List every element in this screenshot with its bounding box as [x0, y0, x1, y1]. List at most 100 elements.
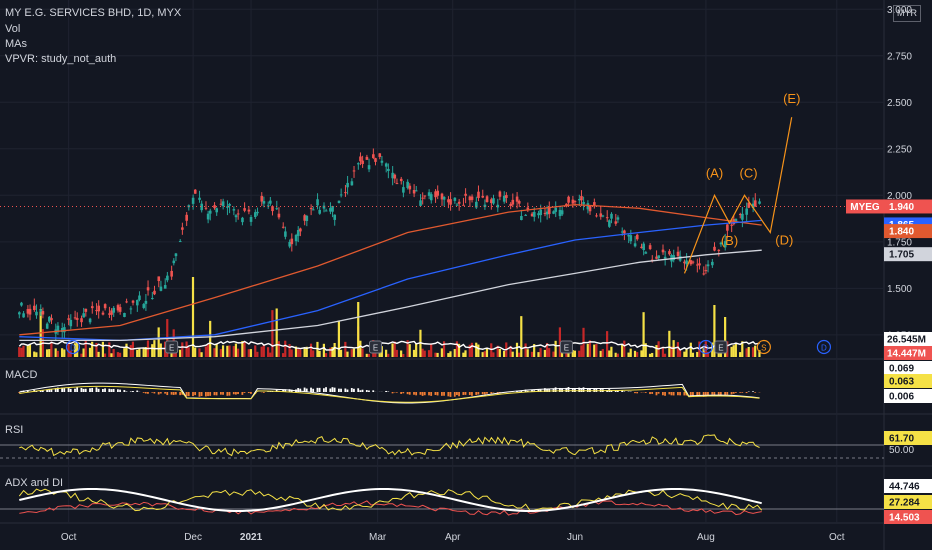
price-tag-symbol-bg	[846, 199, 884, 214]
volume-bar	[498, 349, 501, 357]
y-tick-label: 1.750	[887, 237, 912, 248]
y-tick-label: 2.000	[887, 191, 912, 202]
macd-histogram-bar	[447, 392, 450, 397]
macd-histogram-bar	[543, 388, 546, 392]
event-marker-label: D	[703, 344, 709, 353]
volume-bar	[447, 353, 450, 357]
candle-body	[599, 213, 603, 217]
legend-mas[interactable]: MAs	[5, 38, 27, 50]
volume-bar	[462, 352, 465, 357]
volume-bar	[395, 349, 398, 357]
macd-histogram-bar	[322, 388, 325, 392]
macd-histogram-bar	[436, 392, 439, 396]
macd-histogram-bar	[282, 389, 285, 392]
currency-button[interactable]: MYR	[893, 5, 921, 22]
candle-body	[131, 300, 135, 303]
volume-bar	[288, 344, 291, 357]
volume-bar	[457, 343, 461, 357]
candle-body	[642, 243, 645, 251]
candle-body	[159, 286, 163, 291]
volume-bar	[470, 342, 474, 357]
candle-body	[447, 199, 450, 203]
macd-histogram-bar	[91, 387, 94, 392]
candle-body	[505, 195, 508, 198]
volume-bar	[219, 349, 222, 357]
volume-bar	[676, 342, 680, 357]
volume-bar	[243, 341, 246, 357]
macd-histogram-bar	[614, 390, 617, 392]
candle-body	[384, 163, 388, 167]
candle-body	[311, 209, 315, 211]
macd-histogram-bar	[561, 388, 563, 392]
macd-histogram-bar	[481, 392, 484, 395]
volume-bar	[629, 348, 632, 357]
event-marker-label: D	[70, 344, 76, 353]
macd-tag-bg	[884, 389, 932, 403]
volume-bar	[588, 340, 592, 357]
y-tick-label: 2.250	[887, 144, 912, 155]
y-tick-label: 2.750	[887, 51, 912, 62]
macd-histogram-bar	[752, 391, 754, 392]
volume-bar	[112, 349, 115, 357]
macd-histogram-bar	[559, 387, 561, 392]
macd-histogram-bar	[198, 392, 201, 397]
volume-bar	[640, 350, 643, 357]
volume-bar	[361, 348, 364, 357]
volume-bar	[331, 347, 334, 357]
volume-bar	[33, 351, 36, 357]
legend-vol[interactable]: Vol	[5, 23, 21, 35]
candle-body	[723, 241, 727, 248]
volume-bar	[46, 349, 49, 357]
candle-body	[543, 212, 547, 214]
macd-histogram-bar	[54, 388, 57, 392]
candle-body	[45, 323, 49, 329]
macd-histogram-bar	[711, 392, 714, 395]
candle-body	[623, 230, 626, 234]
macd-histogram-bar	[423, 392, 426, 396]
volume-bar	[346, 351, 349, 357]
volume-bar	[170, 351, 173, 357]
volume-bar	[554, 340, 557, 357]
candle-body	[595, 215, 598, 217]
volume-bar	[427, 350, 431, 357]
macd-histogram-bar	[144, 392, 147, 394]
volume-bar	[406, 340, 409, 357]
macd-histogram-bar	[142, 392, 145, 393]
candle-body	[350, 181, 354, 186]
macd-histogram-bar	[453, 392, 456, 397]
macd-histogram-bar	[333, 387, 336, 392]
candle-body	[608, 220, 611, 227]
macd-histogram-bar	[689, 392, 692, 397]
candle-body	[683, 261, 686, 264]
volume-bar	[747, 346, 750, 357]
volume-bar	[324, 353, 328, 357]
macd-histogram-bar	[441, 392, 443, 396]
candle-body	[318, 209, 321, 214]
volume-bar	[520, 316, 523, 357]
candle-body	[75, 318, 79, 320]
macd-histogram-bar	[578, 387, 581, 392]
candle-body	[644, 252, 648, 254]
event-marker-dividend	[816, 339, 832, 355]
rsi-50-label: 50.00	[889, 445, 914, 456]
volume-bar	[28, 344, 32, 357]
volume-bar	[717, 350, 720, 357]
candle-body	[204, 207, 208, 209]
volume-bar	[464, 350, 467, 357]
macd-histogram-bar	[76, 387, 79, 392]
macd-histogram-bar	[385, 390, 388, 392]
candle-body	[380, 160, 384, 163]
volume-bar-spike	[357, 302, 360, 357]
macd-histogram-bar	[582, 387, 585, 392]
macd-histogram-bar	[475, 392, 478, 395]
candle-body	[90, 306, 94, 309]
candle-body	[492, 198, 495, 204]
candle-body	[449, 199, 452, 205]
legend-vpvr[interactable]: VPVR: study_not_auth	[5, 53, 117, 65]
moving-average-line	[19, 219, 762, 342]
adx-tag-bg	[884, 479, 932, 493]
candle-body	[734, 218, 738, 223]
candle-body	[290, 238, 294, 245]
candle-body	[558, 209, 562, 217]
